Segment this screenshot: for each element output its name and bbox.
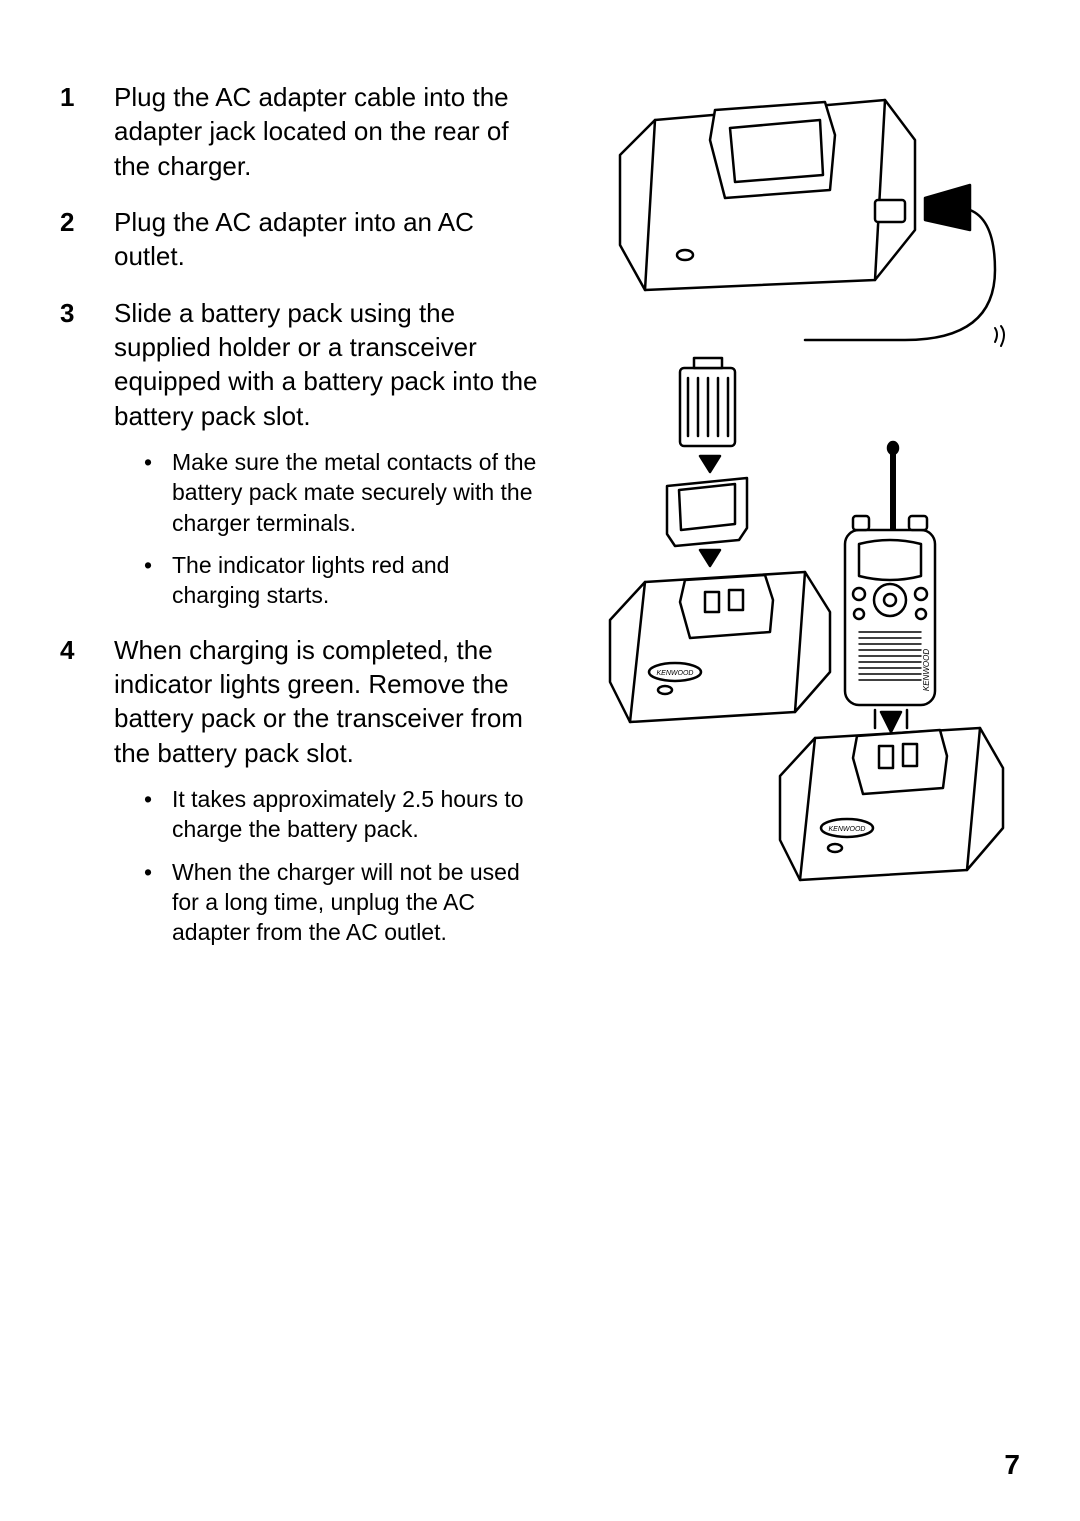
step-text: When charging is completed, the indicato… <box>114 635 523 768</box>
bullet: When the charger will not be used for a … <box>144 857 540 948</box>
step-text: Plug the AC adapter cable into the adapt… <box>114 82 509 181</box>
bullet: It takes approximately 2.5 hours to char… <box>144 784 540 845</box>
step-text: Slide a battery pack using the supplied … <box>114 298 538 431</box>
figure-column: KENWOOD <box>560 80 1020 970</box>
brand-label: KENWOOD <box>657 670 694 677</box>
charger-illustration: KENWOOD <box>575 80 1005 900</box>
step-3-bullets: Make sure the metal contacts of the batt… <box>114 447 540 611</box>
step-3: Slide a battery pack using the supplied … <box>60 296 540 611</box>
step-4: When charging is completed, the indicato… <box>60 633 540 948</box>
bullet: Make sure the metal contacts of the batt… <box>144 447 540 538</box>
manual-page: Plug the AC adapter cable into the adapt… <box>0 0 1080 1521</box>
bullet: The indicator lights red and charging st… <box>144 550 540 611</box>
step-2: Plug the AC adapter into an AC outlet. <box>60 205 540 274</box>
brand-label: KENWOOD <box>922 649 931 691</box>
step-text: Plug the AC adapter into an AC outlet. <box>114 207 474 271</box>
step-4-bullets: It takes approximately 2.5 hours to char… <box>114 784 540 948</box>
instructions-column: Plug the AC adapter cable into the adapt… <box>60 80 540 970</box>
steps-list: Plug the AC adapter cable into the adapt… <box>60 80 540 948</box>
step-1: Plug the AC adapter cable into the adapt… <box>60 80 540 183</box>
charger-rear-icon <box>620 100 1004 346</box>
brand-label: KENWOOD <box>829 826 866 833</box>
battery-into-charger-icon: KENWOOD <box>610 358 830 722</box>
content-row: Plug the AC adapter cable into the adapt… <box>60 80 1020 970</box>
page-number: 7 <box>1004 1449 1020 1481</box>
